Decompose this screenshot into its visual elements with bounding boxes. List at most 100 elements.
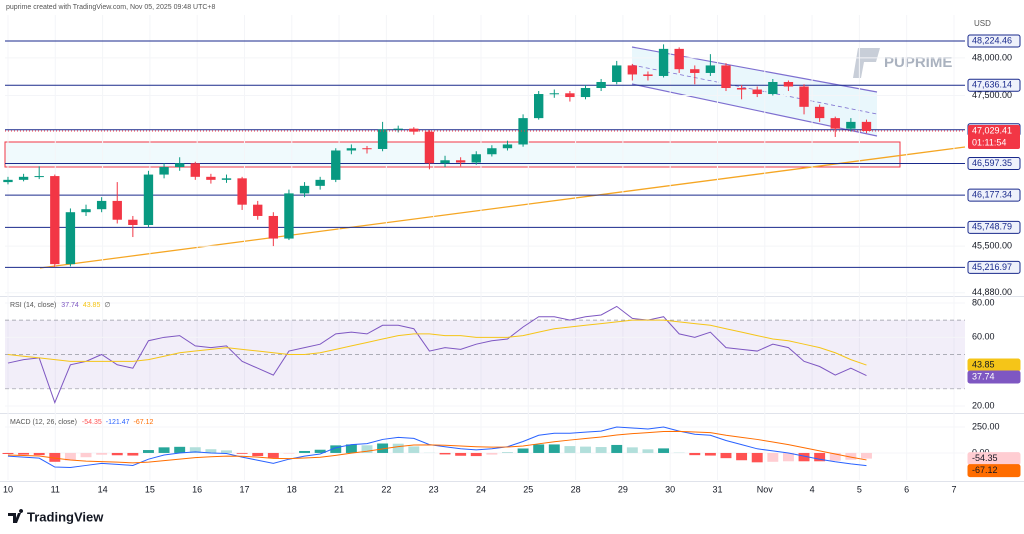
candle-body xyxy=(377,129,388,149)
level-label-box xyxy=(967,78,1021,92)
candle-body xyxy=(3,179,13,183)
x-tick-label: 17 xyxy=(239,484,249,494)
candle-body xyxy=(143,174,154,225)
histogram-bar xyxy=(142,450,154,453)
level-label-box xyxy=(967,188,1021,202)
histogram-bar xyxy=(626,447,638,453)
series-line xyxy=(7,426,867,469)
legend-value: -54.35 xyxy=(82,419,102,426)
x-tick-label: 23 xyxy=(429,484,439,494)
histogram-bar xyxy=(642,449,654,453)
candle-body xyxy=(565,93,575,98)
histogram-bar xyxy=(377,443,389,453)
candle-body xyxy=(284,193,294,239)
candle-body xyxy=(674,48,684,70)
histogram-bar xyxy=(455,452,467,456)
trendline xyxy=(39,146,966,269)
histogram-bar xyxy=(49,452,61,462)
histogram-bar xyxy=(533,444,545,453)
candle-body xyxy=(253,204,263,216)
level-label: 47,636.14 xyxy=(972,80,1012,90)
level-label-box xyxy=(967,220,1021,234)
candle-body xyxy=(768,81,778,95)
logo-mark xyxy=(853,48,880,78)
x-tick-label: 30 xyxy=(665,484,675,494)
x-tick-label: 10 xyxy=(3,484,13,494)
histogram-bar xyxy=(174,446,186,453)
series-value-box xyxy=(967,370,1021,384)
candle-body xyxy=(268,215,279,239)
level-label: 46,177.34 xyxy=(972,189,1012,199)
candle-body xyxy=(549,93,559,95)
y-tick-label: 45,500.00 xyxy=(972,240,1012,250)
level-label-box xyxy=(967,260,1021,274)
footer-logo xyxy=(8,509,24,523)
candle-body xyxy=(331,150,341,180)
histogram-bar xyxy=(548,444,560,453)
candle-body xyxy=(81,209,91,213)
indicator-title: RSI (14, close) xyxy=(10,302,56,309)
candle-body xyxy=(424,131,435,164)
histogram-bar xyxy=(64,452,76,461)
y-tick-label: 47,500.00 xyxy=(972,90,1012,100)
candle-body xyxy=(846,121,856,129)
candle-body xyxy=(721,65,731,89)
histogram-bar xyxy=(439,452,451,455)
candle-body xyxy=(799,86,809,107)
candle-body xyxy=(736,88,747,90)
candle-body xyxy=(299,185,310,194)
histogram-bar xyxy=(345,444,357,453)
candle-body xyxy=(752,89,762,95)
candle-body xyxy=(174,163,185,168)
legend-extra: ∅ xyxy=(104,302,110,309)
level-label-box xyxy=(967,34,1021,48)
histogram-bar xyxy=(252,452,264,457)
candle-body xyxy=(190,163,200,177)
histogram-bar xyxy=(267,452,279,458)
y-tick-label: 44,880.00 xyxy=(972,287,1012,297)
candle-body xyxy=(206,176,216,180)
candle-body xyxy=(393,128,403,130)
histogram-bar xyxy=(564,446,576,453)
zone xyxy=(4,141,901,168)
x-tick-label: 6 xyxy=(904,484,909,494)
candle-body xyxy=(455,160,466,163)
histogram-bar xyxy=(782,452,794,462)
level-label: 46,597.35 xyxy=(972,158,1012,168)
y-tick-label: 20.00 xyxy=(972,400,995,410)
signal-value-box xyxy=(967,464,1021,478)
watermark: PUPRIME xyxy=(884,54,952,71)
histogram-bar xyxy=(127,452,139,456)
footer-brand: TradingView xyxy=(27,509,104,524)
candle-body xyxy=(783,81,794,87)
signal-value: -67.12 xyxy=(972,465,998,475)
candle-body xyxy=(315,179,325,186)
candle-body xyxy=(580,88,591,98)
series-line xyxy=(7,319,867,366)
x-tick-label: 5 xyxy=(857,484,862,494)
histogram-bar xyxy=(96,452,108,455)
level-label: 45,216.97 xyxy=(972,262,1012,272)
x-tick-label: 16 xyxy=(192,484,202,494)
x-tick-label: 21 xyxy=(334,484,344,494)
legend-value: -67.12 xyxy=(134,419,154,426)
level-label: 48,224.46 xyxy=(972,35,1012,45)
y-tick-label: 60.00 xyxy=(972,332,995,342)
countdown: 01:11:54 xyxy=(972,137,1006,147)
histogram-bar xyxy=(408,446,420,453)
histogram-bar xyxy=(18,452,30,455)
x-tick-label: 22 xyxy=(381,484,391,494)
histogram-bar xyxy=(814,452,826,462)
histogram-bar xyxy=(704,452,716,456)
candle-body xyxy=(861,121,872,131)
histogram-bar xyxy=(80,452,92,458)
legend-value: -121.47 xyxy=(106,419,130,426)
histogram-bar xyxy=(829,452,841,461)
histogram-bar xyxy=(330,445,342,453)
x-tick-label: 15 xyxy=(145,484,155,494)
histogram-bar xyxy=(392,443,404,453)
indicator-title: MACD (12, 26, close) xyxy=(10,419,77,426)
y-tick-label: 48,000.00 xyxy=(972,52,1012,62)
histogram-bar xyxy=(736,452,748,461)
